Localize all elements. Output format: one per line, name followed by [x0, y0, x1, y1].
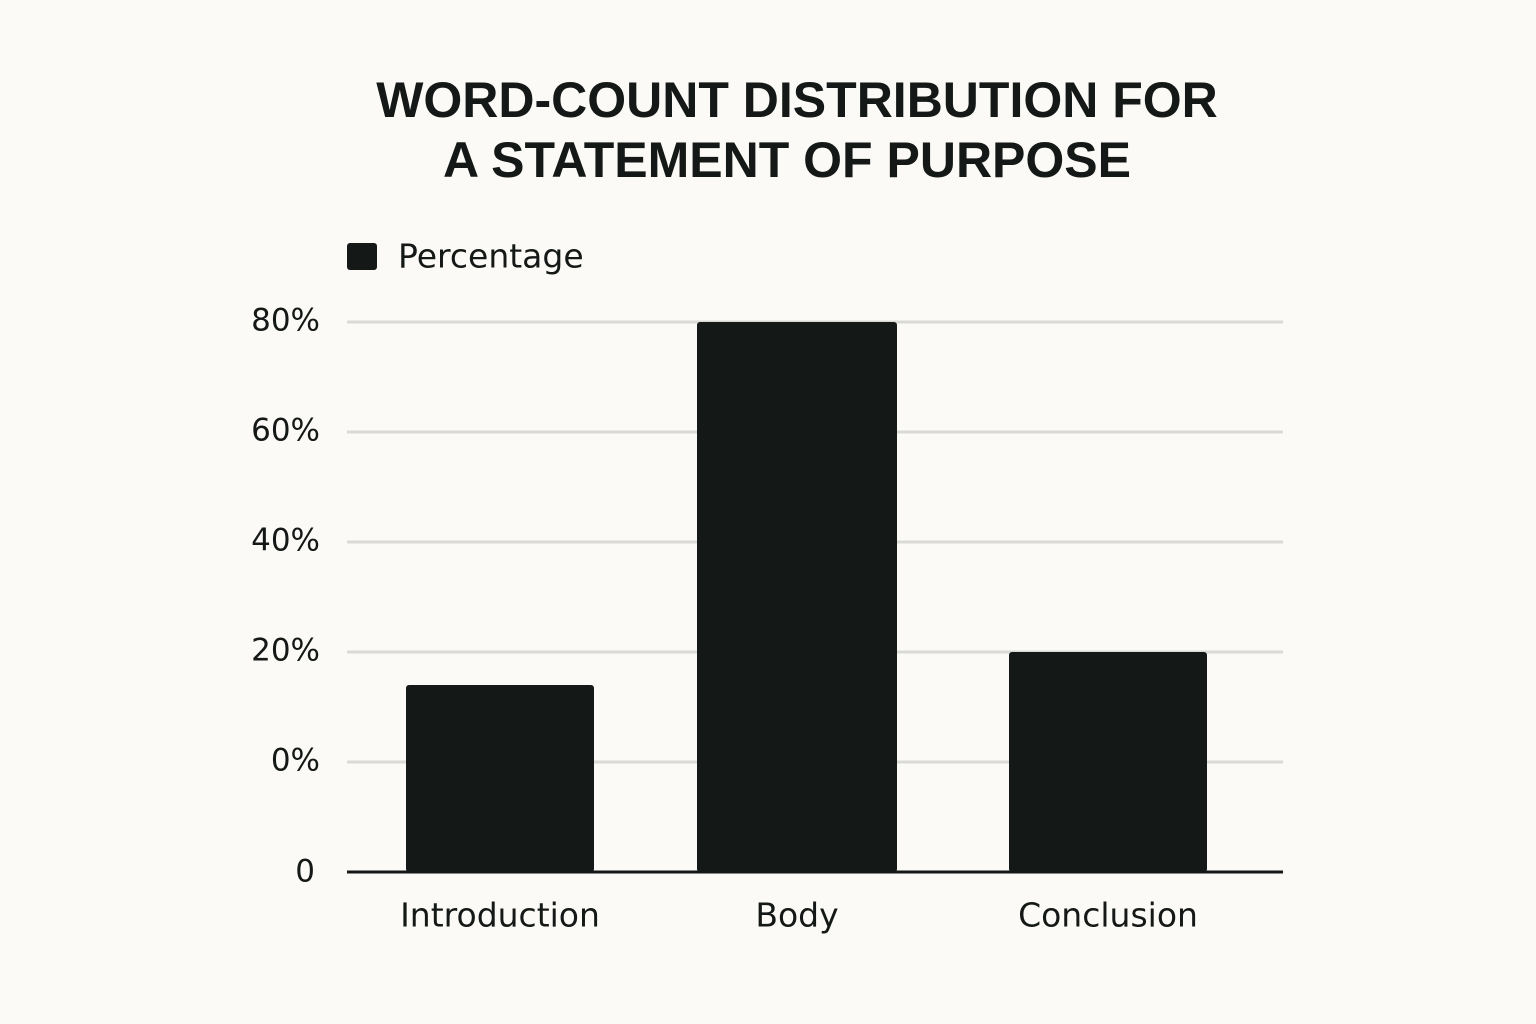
- legend-label: Percentage: [398, 237, 584, 276]
- bar: [1009, 652, 1207, 872]
- y-tick-label: 0%: [271, 743, 320, 779]
- bar: [697, 322, 897, 872]
- bar: [406, 685, 594, 872]
- y-tick-label: 80%: [251, 303, 320, 339]
- x-tick-label: Body: [755, 896, 838, 935]
- y-tick-label: 60%: [251, 413, 320, 449]
- x-tick-label: Conclusion: [1018, 896, 1198, 935]
- y-tick-label: 20%: [251, 633, 320, 669]
- baseline-label: 0: [295, 854, 315, 890]
- legend-swatch: [347, 243, 377, 270]
- y-tick-label: 40%: [251, 523, 320, 559]
- x-tick-label: Introduction: [400, 896, 600, 935]
- chart-title: WORD-COUNT DISTRIBUTION FOR: [376, 72, 1218, 128]
- chart-title: A STATEMENT OF PURPOSE: [443, 132, 1131, 188]
